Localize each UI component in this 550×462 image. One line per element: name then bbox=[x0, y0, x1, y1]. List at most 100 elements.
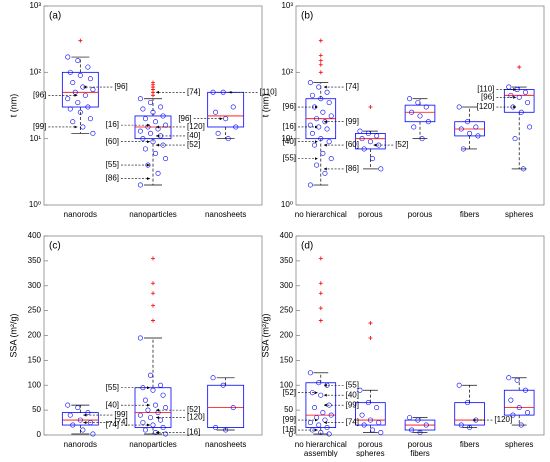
annotation: [74] bbox=[106, 420, 119, 429]
data-point bbox=[318, 136, 324, 142]
data-point bbox=[67, 106, 73, 112]
y-tick-label: 300 bbox=[28, 281, 42, 290]
data-point bbox=[142, 427, 148, 433]
annotation: [60] bbox=[106, 137, 119, 146]
data-point bbox=[456, 382, 462, 388]
outlier bbox=[368, 105, 373, 110]
data-point bbox=[210, 375, 216, 381]
annotation: [16] bbox=[283, 122, 296, 131]
x-tick-label: spheres bbox=[505, 440, 533, 449]
data-point bbox=[512, 136, 518, 142]
data-point bbox=[324, 425, 330, 431]
data-point bbox=[324, 89, 330, 95]
x-tick-label: porous bbox=[358, 440, 382, 449]
outlier bbox=[151, 303, 155, 308]
data-point bbox=[85, 64, 91, 70]
annotation: [86] bbox=[346, 164, 359, 173]
data-point bbox=[147, 100, 153, 106]
plot-frame bbox=[43, 5, 263, 206]
data-point bbox=[318, 392, 324, 398]
data-point bbox=[525, 100, 531, 106]
y-tick-label: 200 bbox=[280, 331, 294, 340]
data-point bbox=[322, 119, 328, 125]
data-point bbox=[82, 92, 88, 98]
data-point bbox=[147, 130, 153, 136]
annotation: [86] bbox=[106, 174, 119, 183]
data-point bbox=[155, 170, 161, 176]
data-point bbox=[307, 370, 313, 376]
data-point bbox=[158, 104, 164, 110]
data-point bbox=[65, 54, 71, 60]
data-point bbox=[314, 415, 320, 421]
data-point bbox=[473, 124, 479, 130]
data-point bbox=[65, 402, 71, 408]
data-point bbox=[155, 126, 161, 132]
data-point bbox=[312, 405, 318, 411]
data-point bbox=[525, 410, 531, 416]
outlier bbox=[151, 291, 155, 296]
panel-label: (a) bbox=[49, 11, 61, 22]
data-point bbox=[322, 170, 328, 176]
box bbox=[61, 412, 99, 426]
data-point bbox=[65, 96, 71, 102]
panel: (a) t (nm) 10⁰ 10¹ 10² 10³ nanorods nanoparticl… bbox=[8, 1, 276, 219]
data-point bbox=[314, 116, 320, 122]
data-point bbox=[369, 156, 375, 162]
data-point bbox=[163, 122, 169, 128]
data-point bbox=[220, 382, 226, 388]
y-tick-label: 100 bbox=[280, 380, 294, 389]
box bbox=[503, 389, 535, 416]
data-point bbox=[223, 116, 229, 122]
x-tick-label: nanorods bbox=[64, 440, 97, 449]
y-tick-label: 50 bbox=[284, 405, 293, 414]
y-axis-label: SSA (m²/g) bbox=[8, 313, 18, 357]
annotation: [99] bbox=[114, 410, 127, 419]
data-point bbox=[326, 100, 332, 106]
annotation: [99] bbox=[346, 117, 359, 126]
y-axis-label: t (nm) bbox=[8, 94, 18, 118]
data-point bbox=[374, 405, 380, 411]
data-point bbox=[514, 377, 520, 383]
data-point bbox=[147, 415, 153, 421]
x-tick-label: fibers bbox=[410, 449, 430, 457]
data-point bbox=[145, 407, 151, 413]
data-point bbox=[210, 89, 216, 95]
data-point bbox=[467, 425, 473, 431]
y-tick-label: 0 bbox=[37, 430, 42, 439]
data-point bbox=[309, 130, 315, 136]
data-point bbox=[142, 146, 148, 152]
outlier bbox=[368, 321, 373, 326]
data-point bbox=[423, 422, 429, 428]
data-point bbox=[314, 162, 320, 168]
plot-frame bbox=[295, 5, 545, 206]
data-point bbox=[223, 427, 229, 433]
y-axis-label: SSA (m²/g) bbox=[260, 313, 270, 357]
y-tick-label: 200 bbox=[28, 331, 42, 340]
annotation: [74] bbox=[114, 418, 127, 427]
outlier bbox=[318, 62, 323, 67]
data-point bbox=[516, 405, 522, 411]
data-point bbox=[150, 422, 156, 428]
data-point bbox=[85, 410, 91, 416]
x-tick-label: fibers bbox=[460, 210, 480, 219]
outlier bbox=[151, 80, 155, 85]
data-point bbox=[312, 142, 318, 148]
data-point bbox=[518, 109, 524, 115]
y-tick-label: 400 bbox=[28, 231, 42, 240]
data-point bbox=[70, 119, 76, 125]
x-tick-label: nanorods bbox=[64, 210, 97, 219]
data-point bbox=[365, 130, 371, 136]
annotation: [96] bbox=[178, 114, 191, 123]
y-tick-label: 10³ bbox=[281, 1, 293, 10]
y-tick-label: 10⁰ bbox=[281, 200, 293, 209]
data-point bbox=[522, 387, 528, 393]
panel: (c) SSA (m²/g) 0 50 100 150 200 250 300 350 400 nan… bbox=[8, 231, 263, 449]
data-point bbox=[357, 387, 363, 393]
data-point bbox=[75, 58, 81, 64]
data-point bbox=[87, 116, 93, 122]
x-tick-label: no hierarchical bbox=[295, 440, 347, 449]
data-point bbox=[230, 104, 236, 110]
data-point bbox=[140, 385, 146, 391]
outlier bbox=[368, 335, 373, 340]
data-point bbox=[153, 119, 159, 125]
